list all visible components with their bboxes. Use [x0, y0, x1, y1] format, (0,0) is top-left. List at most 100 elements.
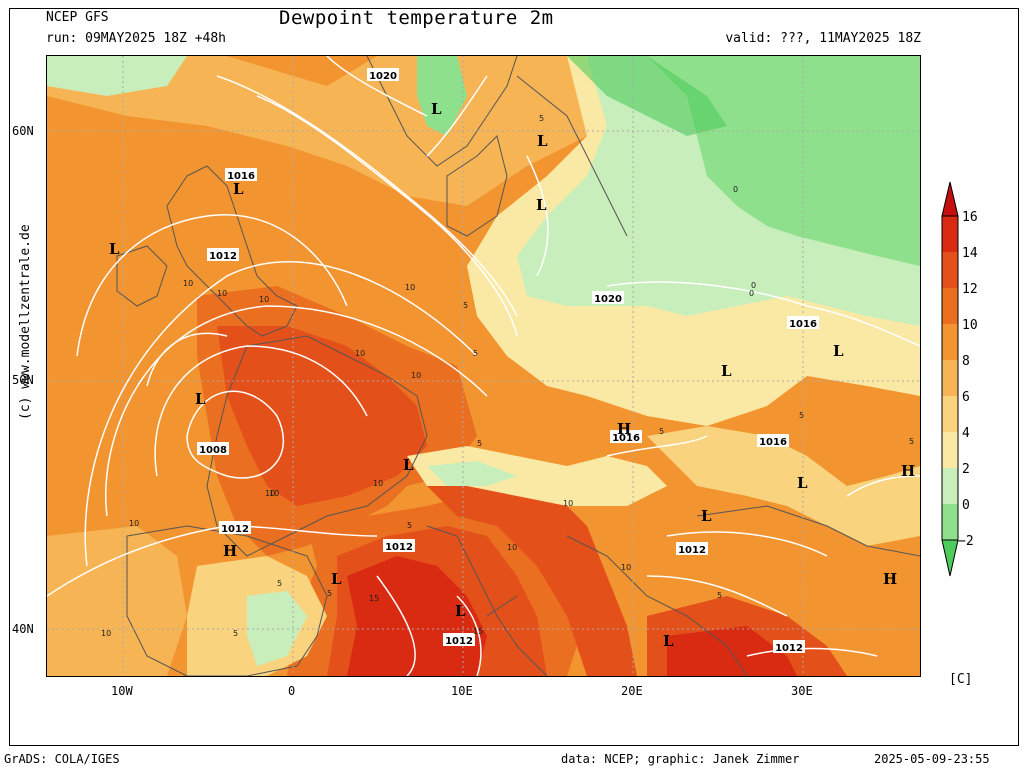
graticule [47, 56, 920, 676]
colorbar-label: 0 [962, 498, 970, 513]
dewpoint-label: 0 [751, 281, 756, 290]
colorbar-label: 10 [962, 318, 978, 333]
pressure-label: 1012 [678, 545, 706, 556]
pressure-label: 1016 [612, 433, 640, 444]
pressure-center: H [617, 420, 631, 438]
pressure-label: 1012 [445, 636, 473, 647]
dewpoint-label: 10 [621, 563, 631, 572]
pressure-label: 1020 [369, 71, 397, 82]
dewpoint-label: 10 [183, 279, 193, 288]
dewpoint-label: 5 [473, 349, 478, 358]
pressure-center: L [663, 632, 674, 650]
dewpoint-label: 5 [463, 301, 468, 310]
model-name: NCEP GFS [46, 10, 109, 25]
pressure-centers: L L L L L H L L H L L H L L L H L L [109, 100, 915, 650]
dewpoint-label: 10 [265, 489, 275, 498]
colorbar-swatch [942, 468, 958, 505]
lon-label: 0 [288, 684, 296, 698]
dewpoint-label: 5 [909, 437, 914, 446]
pressure-center: H [901, 462, 915, 480]
dewpoint-shading [47, 56, 920, 676]
pressure-center: H [883, 570, 897, 588]
colorbar-swatch [942, 252, 958, 289]
pressure-center: L [701, 507, 712, 525]
colorbar-label: 4 [962, 426, 970, 441]
colorbar-swatches [942, 182, 958, 576]
colorbar-label: 6 [962, 390, 970, 405]
run-info: run: 09MAY2025 18Z +48h [46, 31, 227, 46]
pressure-label: 1020 [594, 294, 622, 305]
pressure-center: L [109, 240, 120, 258]
pressure-label: 1012 [775, 643, 803, 654]
pressure-center: L [233, 180, 244, 198]
dewpoint-labels: 5 10 10 10 10 10 10 5 5 10 10 5 0 0 5 5 … [101, 114, 914, 638]
colorbar-swatch [942, 396, 958, 433]
dewpoint-label: 5 [233, 629, 238, 638]
pressure-center: L [403, 456, 414, 474]
pressure-center: H [223, 542, 237, 560]
dewpoint-label: 5 [407, 521, 412, 530]
colorbar-swatch [942, 540, 958, 576]
pressure-label: 1012 [221, 524, 249, 535]
pressure-center: L [331, 570, 342, 588]
colorbar-swatch [942, 504, 958, 541]
isobars [47, 56, 920, 676]
dewpoint-label: 5 [477, 439, 482, 448]
dewpoint-label: 5 [717, 591, 722, 600]
colorbar-label: 16 [962, 210, 978, 225]
dewpoint-label: 5 [539, 114, 544, 123]
colorbar [941, 181, 959, 577]
dewpoint-label: 10 [507, 543, 517, 552]
dewpoint-label: 10 [129, 519, 139, 528]
dewpoint-label: 15 [369, 594, 379, 603]
lat-label: 40N [12, 622, 34, 636]
pressure-center: L [431, 100, 442, 118]
coastlines [116, 56, 920, 676]
dewpoint-label: 10 [373, 479, 383, 488]
dewpoint-label: 10 [563, 499, 573, 508]
data-credit: data: NCEP; graphic: Janek Zimmer [561, 752, 800, 766]
dewpoint-label: 10 [269, 489, 279, 498]
lon-label: 10E [451, 684, 473, 698]
watermark-text: (c) www.modellzentrale.de [18, 224, 33, 420]
colorbar-unit: [C] [949, 672, 973, 687]
dewpoint-label: 10 [217, 289, 227, 298]
pressure-center: L [797, 474, 808, 492]
colorbar-swatch [942, 324, 958, 361]
pressure-center: L [536, 196, 547, 214]
map-canvas: 1020 1016 1012 1008 1012 1012 1020 1016 … [47, 56, 920, 676]
dewpoint-label: 10 [411, 371, 421, 380]
dewpoint-label: 5 [659, 427, 664, 436]
valid-time: valid: ???, 11MAY2025 18Z [725, 31, 921, 46]
colorbar-swatch [942, 216, 958, 253]
pressure-center: L [721, 362, 732, 380]
colorbar-label: −2 [958, 534, 974, 549]
colorbar-swatch [942, 288, 958, 325]
lat-label: 60N [12, 124, 34, 138]
pressure-center: L [833, 342, 844, 360]
dewpoint-label: 5 [277, 579, 282, 588]
colorbar-label: 12 [962, 282, 978, 297]
pressure-label: 1016 [759, 437, 787, 448]
chart-title: Dewpoint temperature 2m [279, 7, 554, 29]
pressure-label: 1012 [385, 542, 413, 553]
figure-frame [9, 8, 1019, 746]
dewpoint-label: 0 [733, 185, 738, 194]
pressure-label: 1016 [789, 319, 817, 330]
colorbar-label: 14 [962, 246, 978, 261]
colorbar-outline [941, 181, 959, 577]
lon-label: 20E [621, 684, 643, 698]
pressure-label: 1008 [199, 445, 227, 456]
dewpoint-label: 10 [355, 349, 365, 358]
dewpoint-label: 10 [405, 283, 415, 292]
pressure-labels: 1020 1016 1012 1008 1012 1012 1020 1016 … [197, 68, 819, 654]
dewpoint-label: 0 [749, 289, 754, 298]
pressure-center: L [455, 602, 466, 620]
pressure-label: 1012 [209, 251, 237, 262]
colorbar-swatch [942, 182, 958, 216]
generated-timestamp: 2025-05-09-23:55 [874, 752, 990, 766]
lat-label: 50N [12, 373, 34, 387]
lon-label: 10W [111, 684, 133, 698]
grads-credit: GrADS: COLA/IGES [4, 752, 120, 766]
dewpoint-label: 10 [259, 295, 269, 304]
